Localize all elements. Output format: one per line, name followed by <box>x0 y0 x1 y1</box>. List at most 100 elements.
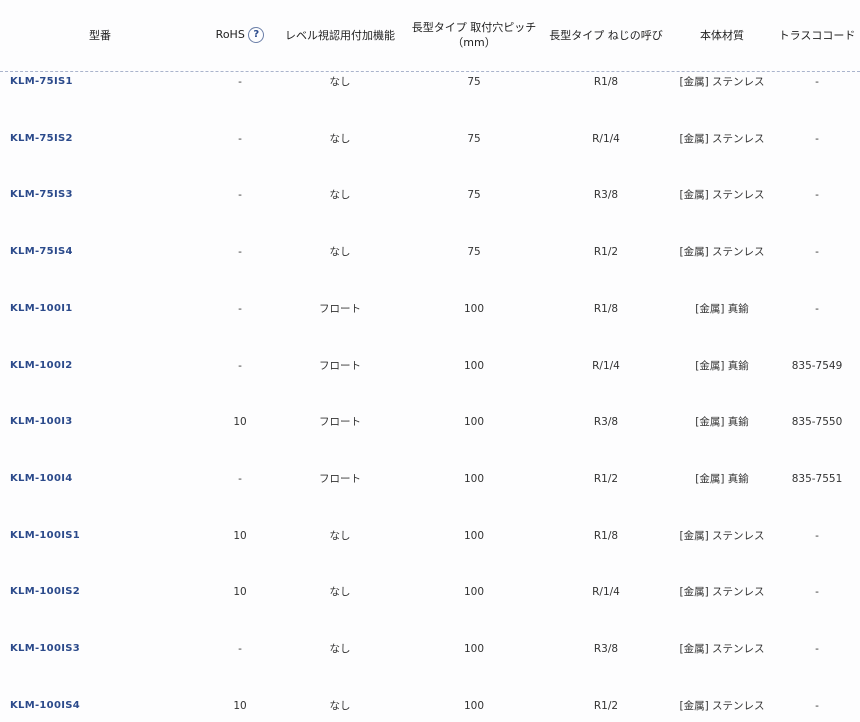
table-row: KLM-100IS2 10 なし 100 R/1/4 [金属] ステンレス - <box>0 582 860 602</box>
pitch-cell: 100 <box>463 529 485 542</box>
pitch-cell: 100 <box>463 302 485 315</box>
level-cell: なし <box>329 699 351 712</box>
header-model: 型番 <box>89 29 111 42</box>
table-row: KLM-100I2 - フロート 100 R/1/4 [金属] 真鍮 835-7549 <box>0 356 860 376</box>
level-cell: フロート <box>319 302 361 315</box>
table-row: KLM-100I1 - フロート 100 R1/8 [金属] 真鍮 - <box>0 299 860 319</box>
code-cell: - <box>815 529 819 542</box>
thread-cell: R/1/4 <box>592 586 620 599</box>
thread-cell: R1/8 <box>593 302 619 315</box>
table-row: KLM-100IS3 - なし 100 R3/8 [金属] ステンレス - <box>0 639 860 659</box>
model-link[interactable]: KLM-75IS1 <box>10 76 73 87</box>
pitch-cell: 100 <box>463 643 485 655</box>
model-link[interactable]: KLM-100I3 <box>10 416 73 428</box>
header-pitch-line1: 長型タイプ 取付穴ピッチ <box>411 21 537 34</box>
table-row: KLM-75IS3 - なし 75 R3/8 [金属] ステンレス - <box>0 185 860 205</box>
thread-cell: R/1/4 <box>592 132 620 145</box>
header-material: 本体材質 <box>700 29 744 42</box>
model-link[interactable]: KLM-75IS4 <box>10 246 73 258</box>
table-header: 型番 RoHS ? レベル視認用付加機能 長型タイプ 取付穴ピッチ （mm） 長… <box>0 0 860 72</box>
material-cell: [金属] ステンレス <box>679 699 765 712</box>
model-link[interactable]: KLM-100IS4 <box>10 699 80 711</box>
header-code: トラスココード <box>778 29 856 42</box>
thread-cell: R1/8 <box>593 529 619 542</box>
rohs-cell: - <box>238 643 242 655</box>
level-cell: なし <box>329 643 351 655</box>
level-cell: なし <box>329 132 351 145</box>
pitch-cell: 100 <box>463 586 485 599</box>
table-row: KLM-100I3 10 フロート 100 R3/8 [金属] 真鍮 835-7550 <box>0 412 860 432</box>
model-link[interactable]: KLM-100IS3 <box>10 643 80 654</box>
rohs-cell: 10 <box>233 586 247 599</box>
table-row: KLM-100IS4 10 なし 100 R1/2 [金属] ステンレス - <box>0 696 860 716</box>
level-cell: フロート <box>319 416 361 429</box>
material-cell: [金属] ステンレス <box>679 189 765 202</box>
table-row: KLM-75IS4 - なし 75 R1/2 [金属] ステンレス - <box>0 242 860 262</box>
material-cell: [金属] 真鍮 <box>695 416 749 429</box>
thread-cell: R/1/4 <box>592 359 620 372</box>
table-row: KLM-75IS1 - なし 75 R1/8 [金属] ステンレス - <box>0 72 860 92</box>
material-cell: [金属] ステンレス <box>679 643 765 655</box>
pitch-cell: 100 <box>463 359 485 372</box>
material-cell: [金属] 真鍮 <box>695 359 749 372</box>
rohs-cell: - <box>238 132 242 145</box>
header-thread: 長型タイプ ねじの呼び <box>549 29 663 42</box>
material-cell: [金属] ステンレス <box>679 76 765 88</box>
thread-cell: R1/8 <box>593 76 619 88</box>
model-link[interactable]: KLM-75IS2 <box>10 132 73 144</box>
material-cell: [金属] ステンレス <box>679 529 765 542</box>
table-row: KLM-75IS2 - なし 75 R/1/4 [金属] ステンレス - <box>0 129 860 149</box>
level-cell: フロート <box>319 472 361 485</box>
code-cell: - <box>815 586 819 599</box>
rohs-cell: - <box>238 302 242 315</box>
material-cell: [金属] ステンレス <box>679 246 765 259</box>
rohs-cell: - <box>238 76 242 88</box>
level-cell: なし <box>329 586 351 599</box>
header-pitch-line2: （mm） <box>452 36 496 49</box>
model-link[interactable]: KLM-100I2 <box>10 359 73 371</box>
code-cell: 835-7549 <box>791 359 843 372</box>
rohs-cell: - <box>238 189 242 202</box>
pitch-cell: 100 <box>463 416 485 429</box>
pitch-cell: 75 <box>467 132 481 145</box>
code-cell: 835-7551 <box>791 472 843 485</box>
rohs-cell: - <box>238 359 242 372</box>
pitch-cell: 75 <box>467 76 481 88</box>
pitch-cell: 100 <box>463 472 485 485</box>
pitch-cell: 75 <box>467 189 481 202</box>
model-link[interactable]: KLM-100I1 <box>10 302 73 314</box>
material-cell: [金属] 真鍮 <box>695 302 749 315</box>
level-cell: なし <box>329 76 351 88</box>
code-cell: - <box>815 699 819 712</box>
code-cell: - <box>815 76 819 88</box>
level-cell: なし <box>329 189 351 202</box>
rohs-cell: 10 <box>233 416 247 429</box>
code-cell: - <box>815 246 819 259</box>
pitch-cell: 100 <box>463 699 485 712</box>
model-link[interactable]: KLM-100I4 <box>10 472 73 484</box>
material-cell: [金属] 真鍮 <box>695 472 749 485</box>
model-link[interactable]: KLM-100IS1 <box>10 529 80 541</box>
header-pitch: 長型タイプ 取付穴ピッチ （mm） <box>404 20 544 50</box>
rohs-cell: - <box>238 472 242 485</box>
thread-cell: R1/2 <box>593 472 619 485</box>
rohs-cell: - <box>238 246 242 259</box>
thread-cell: R3/8 <box>593 416 619 429</box>
model-link[interactable]: KLM-100IS2 <box>10 586 80 598</box>
header-level: レベル視認用付加機能 <box>285 29 395 42</box>
thread-cell: R3/8 <box>593 189 619 202</box>
table-row: KLM-100I4 - フロート 100 R1/2 [金属] 真鍮 835-7551 <box>0 469 860 489</box>
level-cell: なし <box>329 529 351 542</box>
code-cell: - <box>815 132 819 145</box>
code-cell: 835-7550 <box>791 416 843 429</box>
material-cell: [金属] ステンレス <box>679 132 765 145</box>
rohs-cell: 10 <box>233 529 247 542</box>
rohs-cell: 10 <box>233 699 247 712</box>
header-rohs-label: RoHS <box>215 28 245 41</box>
code-cell: - <box>815 643 819 655</box>
help-icon[interactable]: ? <box>248 27 265 43</box>
thread-cell: R3/8 <box>593 643 619 655</box>
model-link[interactable]: KLM-75IS3 <box>10 189 73 201</box>
pitch-cell: 75 <box>467 246 481 259</box>
code-cell: - <box>815 189 819 202</box>
